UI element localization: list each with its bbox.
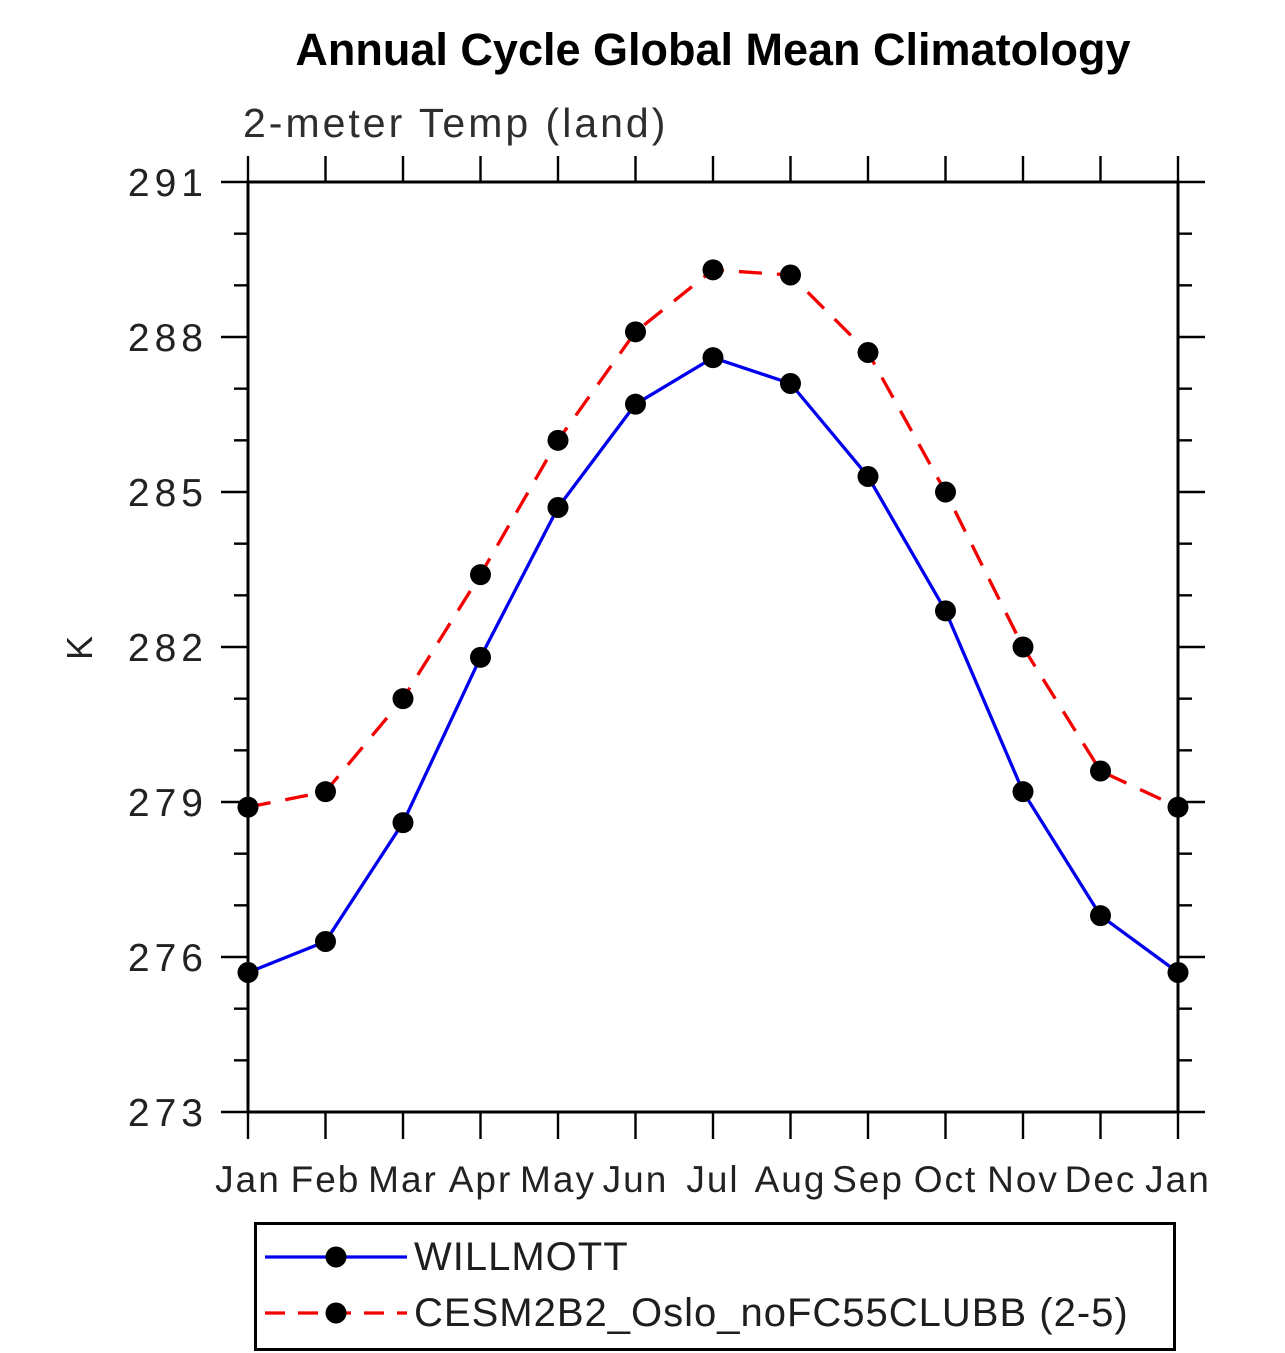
legend-key-cesm2b2 <box>265 1302 407 1324</box>
data-point-marker <box>702 259 724 281</box>
x-tick-label: Oct <box>914 1159 978 1200</box>
data-point-marker <box>1090 905 1111 927</box>
chart-title: Annual Cycle Global Mean Climatology <box>295 24 1131 75</box>
data-point-marker <box>1012 636 1034 658</box>
x-tick-label: Aug <box>755 1159 827 1200</box>
x-tick-label: Apr <box>449 1159 513 1200</box>
y-axis-title: K <box>59 634 100 660</box>
plot-canvas: Jan Feb Mar Apr May Jun Jul Aug Sep Oct Nov Dec Jan2… <box>59 156 1211 1200</box>
data-point-marker <box>237 962 259 983</box>
data-point-marker <box>780 373 801 394</box>
data-point-marker <box>547 429 569 451</box>
data-point-marker <box>935 600 956 622</box>
data-point-marker <box>1090 760 1111 782</box>
x-tick-label: Jan <box>215 1159 281 1200</box>
x-tick-label: Nov <box>987 1159 1059 1200</box>
data-point-marker <box>470 564 491 586</box>
y-tick-label: 288 <box>128 317 208 360</box>
data-point-marker <box>702 347 724 369</box>
legend-label-cesm2b2: CESM2B2_Oslo_noFC55CLUBB (2-5) <box>414 1290 1129 1335</box>
x-tick-label: Dec <box>1065 1159 1137 1200</box>
y-tick-label: 291 <box>128 162 208 205</box>
y-tick-label: 285 <box>128 472 208 515</box>
x-tick-label: Mar <box>368 1159 438 1200</box>
data-point-marker <box>1167 796 1189 818</box>
data-point-marker <box>625 321 646 343</box>
x-tick-label: Sep <box>832 1159 904 1200</box>
legend-key-marker <box>325 1246 347 1268</box>
data-point-marker <box>315 931 336 952</box>
data-point-marker <box>392 688 414 710</box>
legend-box: WILLMOTT CESM2B2_Oslo_noFC55CLUBB (2-5) <box>254 1222 1176 1351</box>
legend-key-marker <box>325 1302 347 1324</box>
y-tick-label: 273 <box>128 1092 208 1135</box>
data-point-marker <box>625 393 646 415</box>
data-point-marker <box>315 781 336 803</box>
data-point-marker <box>547 497 569 518</box>
data-point-marker <box>237 796 259 818</box>
legend-key-willmott <box>265 1246 407 1268</box>
plot-frame <box>246 180 1180 1114</box>
data-point-marker <box>470 646 491 668</box>
data-point-marker <box>392 812 414 834</box>
data-point-marker <box>1167 962 1189 983</box>
data-point-marker <box>935 481 956 503</box>
legend-item-cesm2b2: CESM2B2_Oslo_noFC55CLUBB (2-5) <box>257 1285 1173 1341</box>
y-tick-label: 279 <box>128 782 208 825</box>
series-line-solid <box>247 355 1179 975</box>
data-point-marker <box>857 342 879 363</box>
data-point-marker <box>780 264 801 286</box>
x-tick-label: Feb <box>291 1159 361 1200</box>
legend-item-willmott: WILLMOTT <box>257 1229 1173 1285</box>
chart-subtitle: 2-meter Temp (land) <box>243 100 669 146</box>
x-tick-label: Jul <box>686 1159 739 1200</box>
data-point-marker <box>1012 781 1034 803</box>
x-tick-label: May <box>520 1159 596 1200</box>
x-tick-label: Jun <box>603 1159 669 1200</box>
legend-label-willmott: WILLMOTT <box>414 1234 629 1279</box>
y-tick-label: 276 <box>128 937 208 980</box>
data-point-marker <box>857 466 879 487</box>
x-tick-label: Jan <box>1145 1159 1211 1200</box>
y-tick-label: 282 <box>128 627 208 670</box>
